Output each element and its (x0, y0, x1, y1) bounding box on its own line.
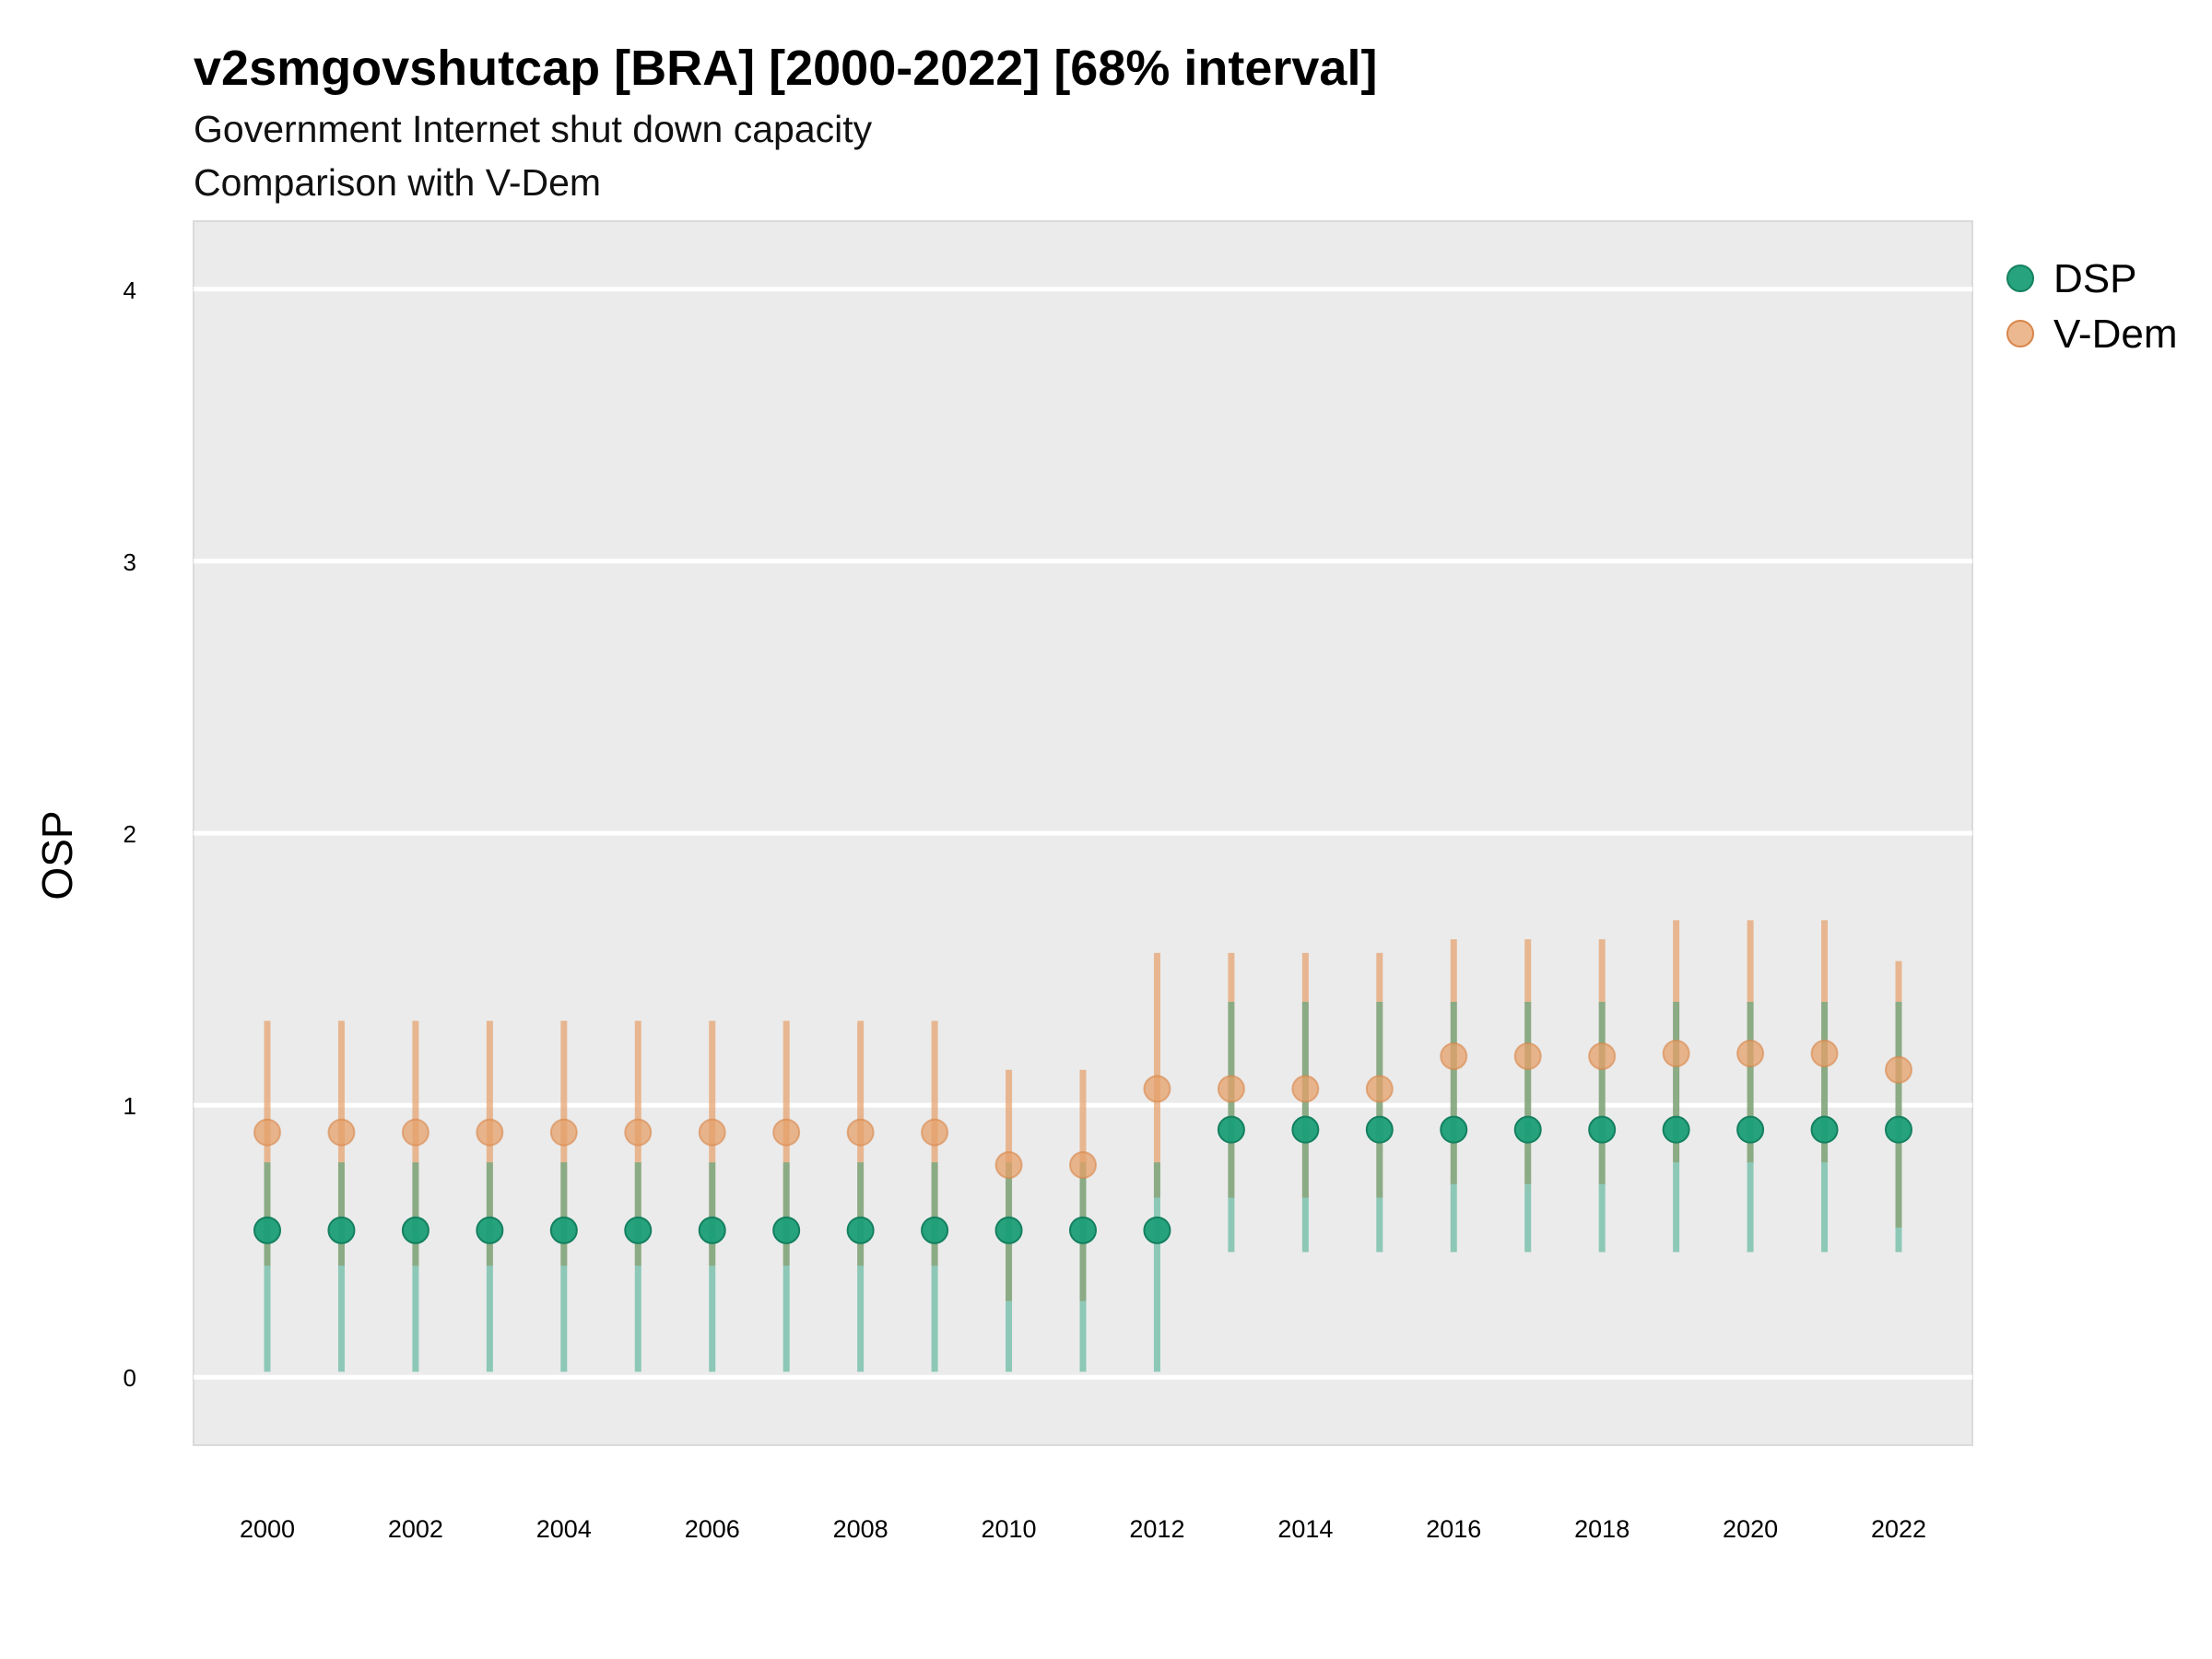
dsp-point (1736, 1115, 1765, 1144)
dsp-points (253, 1115, 1912, 1244)
vdem-point (1143, 1075, 1171, 1103)
y-tick-label: 0 (124, 1364, 136, 1392)
x-tick-label: 2002 (388, 1515, 443, 1543)
vdem-point (1365, 1075, 1394, 1103)
x-tick-label: 2018 (1574, 1515, 1630, 1543)
dsp-point (1069, 1216, 1097, 1244)
x-tick-label: 2014 (1277, 1515, 1333, 1543)
y-axis-label: OSP (33, 810, 81, 900)
vdem-point (1513, 1041, 1542, 1070)
x-tick-label: 2008 (833, 1515, 888, 1543)
vdem-point (624, 1118, 653, 1147)
vdem-points (253, 1040, 1912, 1180)
chart-subtitle: Government Internet shut down capacity (194, 108, 873, 150)
x-axis-ticks: 2000 2002 2004 2006 2008 2010 2012 2014 2016 2018… (240, 1515, 1926, 1543)
dsp-point (253, 1216, 281, 1244)
vdem-point (549, 1118, 578, 1147)
dsp-point (1143, 1216, 1171, 1244)
dsp-point (1513, 1115, 1542, 1144)
legend-vdem-marker (2006, 320, 2034, 347)
legend-dsp-label: DSP (2053, 256, 2136, 301)
legend-dsp-marker (2006, 265, 2034, 292)
y-tick-label: 4 (124, 276, 136, 304)
dsp-point (994, 1216, 1023, 1244)
x-tick-label: 2016 (1426, 1515, 1481, 1543)
vdem-point (698, 1118, 726, 1147)
dsp-point (1885, 1115, 1912, 1144)
vdem-point (921, 1118, 949, 1147)
y-tick-label: 2 (124, 820, 136, 848)
dsp-point (1365, 1115, 1394, 1144)
vdem-point (1069, 1151, 1097, 1180)
vdem-point (253, 1118, 281, 1147)
legend-vdem-label: V-Dem (2053, 312, 2177, 357)
vdem-point (327, 1118, 356, 1147)
vdem-point (1885, 1055, 1912, 1084)
vdem-point (1440, 1041, 1468, 1070)
legend: DSP V-Dem (2006, 256, 2177, 357)
dsp-point (401, 1216, 429, 1244)
vdem-point (1662, 1040, 1690, 1068)
dsp-point (624, 1216, 653, 1244)
dsp-point (1810, 1115, 1839, 1144)
x-tick-label: 2004 (536, 1515, 592, 1543)
dsp-point (846, 1216, 875, 1244)
vdem-point (1810, 1040, 1839, 1068)
dsp-point (1291, 1115, 1320, 1144)
vdem-point (846, 1118, 875, 1147)
vdem-point (1736, 1040, 1765, 1068)
dsp-point (921, 1216, 949, 1244)
x-tick-label: 2010 (982, 1515, 1037, 1543)
x-tick-label: 2006 (685, 1515, 740, 1543)
x-tick-label: 2022 (1871, 1515, 1926, 1543)
x-tick-label: 2020 (1723, 1515, 1778, 1543)
vdem-point (1291, 1075, 1320, 1103)
dsp-point (476, 1216, 504, 1244)
dsp-point (698, 1216, 726, 1244)
vdem-point (1588, 1041, 1617, 1070)
vdem-point (772, 1118, 801, 1147)
x-tick-label: 2012 (1129, 1515, 1184, 1543)
chart-subtitle-2: Comparison with V-Dem (194, 161, 601, 204)
dsp-point (1662, 1115, 1690, 1144)
dsp-point (1217, 1115, 1245, 1144)
vdem-point (1217, 1075, 1245, 1103)
chart-title: v2smgovshutcap [BRA] [2000-2022] [68% in… (194, 41, 1377, 96)
y-axis-ticks: 0 1 2 3 4 (124, 276, 136, 1392)
dsp-point (327, 1216, 356, 1244)
dsp-point (1440, 1115, 1468, 1144)
y-tick-label: 1 (124, 1092, 136, 1120)
x-tick-label: 2000 (240, 1515, 295, 1543)
vdem-point (994, 1151, 1023, 1180)
vdem-point (401, 1118, 429, 1147)
dsp-point (549, 1216, 578, 1244)
dsp-point (1588, 1115, 1617, 1144)
dsp-point (772, 1216, 801, 1244)
vdem-point (476, 1118, 504, 1147)
y-tick-label: 3 (124, 548, 136, 576)
